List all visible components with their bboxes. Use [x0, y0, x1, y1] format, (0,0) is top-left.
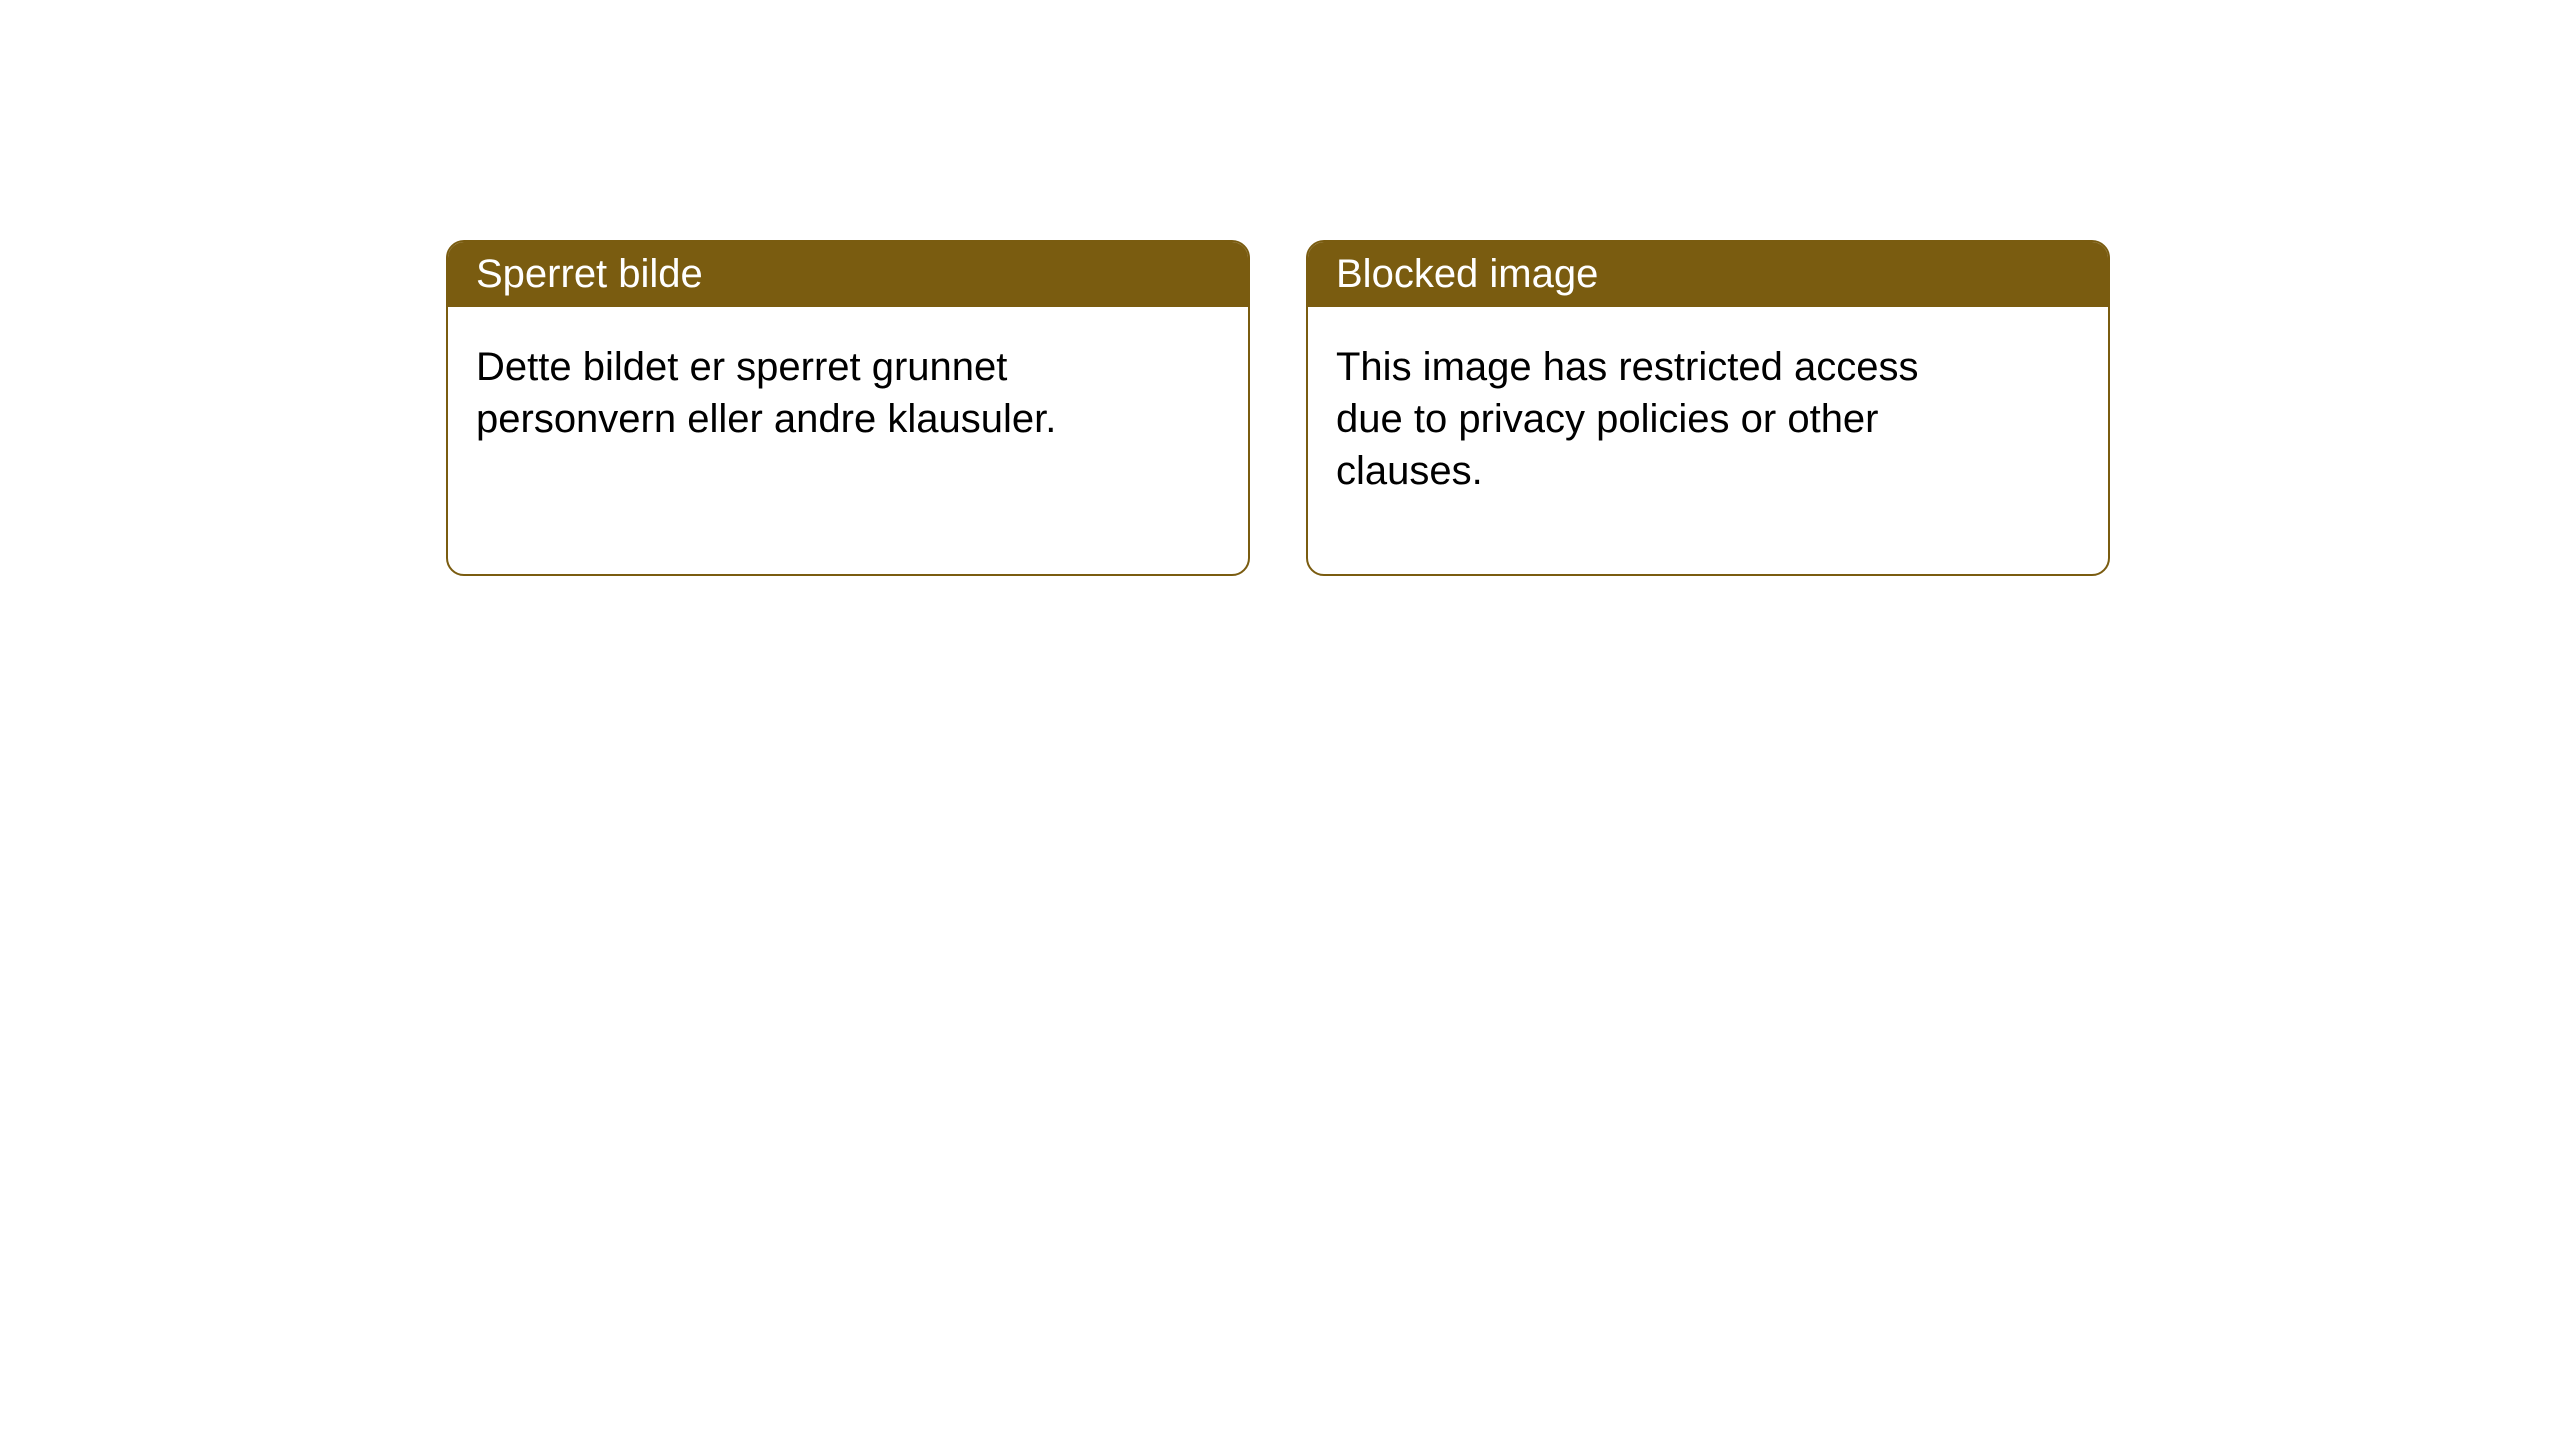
- notice-body-text: This image has restricted access due to …: [1336, 345, 1918, 493]
- notice-body: This image has restricted access due to …: [1308, 307, 1988, 531]
- notice-body: Dette bildet er sperret grunnet personve…: [448, 307, 1128, 479]
- notice-body-text: Dette bildet er sperret grunnet personve…: [476, 345, 1056, 441]
- notice-header: Blocked image: [1308, 242, 2108, 307]
- notice-title: Sperret bilde: [476, 252, 703, 296]
- notice-card-norwegian: Sperret bilde Dette bildet er sperret gr…: [446, 240, 1250, 576]
- notice-header: Sperret bilde: [448, 242, 1248, 307]
- notice-container: Sperret bilde Dette bildet er sperret gr…: [0, 0, 2560, 576]
- notice-card-english: Blocked image This image has restricted …: [1306, 240, 2110, 576]
- notice-title: Blocked image: [1336, 252, 1598, 296]
